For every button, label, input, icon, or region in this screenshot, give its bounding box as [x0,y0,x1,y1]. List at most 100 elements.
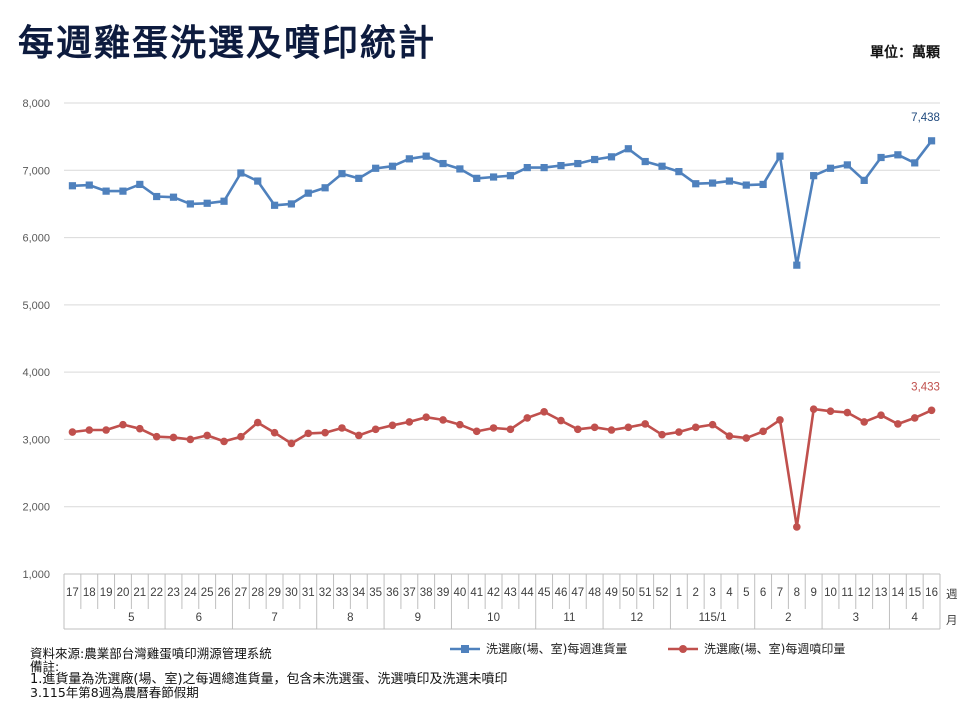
data-point [253,418,262,427]
data-point [304,189,312,197]
x-tick-label: 10 [824,587,837,599]
data-point [186,435,195,444]
data-labels: 7,438 3,433 [911,112,940,393]
source-note: 資料來源:農業部台灣雞蛋噴印溯源管理系統 [30,646,272,661]
data-point [624,423,633,432]
x-tick-label: 36 [386,587,399,599]
data-label-last: 7,438 [911,112,940,124]
data-point [574,159,582,168]
x-tick-label: 43 [504,587,517,599]
data-point [489,173,498,181]
x-tick-label: 22 [150,587,163,599]
data-point [270,201,279,209]
y-tick-label: 7,000 [22,165,50,177]
data-point [372,164,380,172]
data-point [439,159,447,168]
x-tick-label: 15 [908,587,921,599]
data-point [590,423,599,432]
y-axis: 1,000 2,000 3,000 4,000 5,000 6,000 7,000 8,000 [22,98,50,581]
data-point [68,182,77,190]
data-point [85,181,93,189]
data-point [237,432,245,441]
data-point [371,425,380,434]
x-tick-label: 13 [875,587,888,599]
y-tick-label: 3,000 [22,434,50,446]
data-point [523,163,531,172]
x-tick-label: 44 [521,587,534,599]
data-point [68,428,77,436]
data-point [220,437,228,446]
data-point [338,424,346,432]
data-point [270,428,279,437]
data-point [759,427,767,436]
data-point [877,153,885,162]
data-point [826,164,835,172]
data-point [692,180,700,188]
x-axis: 17 18 19 20 21 22 23 24 25 26 27 28 29 30 31 32 33 34 35 36… [63,574,958,630]
data-point [843,161,851,169]
data-point [591,155,599,164]
data-point [675,428,683,436]
x-tick-label: 14 [891,587,904,599]
chart-notes: 資料來源:農業部台灣雞蛋噴印溯源管理系統 備註: 1.進貨量為洗選廠(場、室)之… [30,647,508,699]
x-tick-label: 50 [622,587,635,599]
x-tick-label: 38 [420,587,433,599]
data-point [338,170,346,178]
x-group-label: 3 [853,612,859,624]
x-tick-label: 16 [925,587,938,599]
data-point [641,420,649,428]
data-point [624,145,632,153]
x-tick-label: 48 [588,587,601,599]
series-line [72,140,933,267]
data-point [540,163,548,172]
x-group-label: 6 [196,612,202,624]
data-point [742,434,751,442]
data-point [153,192,161,201]
legend-item-printed: 洗選廠(場、室)每週噴印量 [668,640,845,657]
x-tick-label: 30 [285,587,298,599]
x-tick-label: 29 [268,587,281,599]
x-tick-label: 37 [403,587,416,599]
data-point [405,155,413,163]
data-point [927,406,936,415]
data-point [810,172,818,180]
data-point [523,414,532,422]
data-point [489,424,498,432]
x-tick-label: 31 [302,587,315,599]
data-point [540,408,548,416]
page-title: 每週雞蛋洗選及噴印統計 [18,22,437,64]
x-group-label: 7 [271,612,277,624]
x-tick-label: 40 [453,587,466,599]
x-tick-label: 2 [693,587,699,599]
legend-label-printed: 洗選廠(場、室)每週噴印量 [704,642,846,656]
data-point [809,405,818,413]
data-point [927,137,936,145]
legend-item-intake: 洗選廠(場、室)每週進貨量 [450,640,627,657]
data-point [287,200,296,208]
series-line [72,407,933,529]
data-point [355,431,363,440]
x-tick-label: 21 [133,587,146,599]
data-point [102,426,110,434]
x-tick-label: 23 [167,587,180,599]
x-group-label: 11 [563,612,575,624]
data-point [607,426,616,434]
x-group-label: 10 [487,612,500,624]
x-tick-label: 49 [605,587,618,599]
y-tick-label: 6,000 [22,233,50,245]
data-point [675,168,683,176]
data-point [152,432,161,441]
data-point [422,413,430,422]
data-point [658,162,666,170]
y-tick-label: 2,000 [22,502,50,514]
data-point [708,179,717,187]
x-tick-label: 45 [538,587,551,599]
x-tick-label: 52 [656,587,669,599]
legend-square-marker-icon [450,644,480,653]
data-point [287,439,296,448]
data-point [691,423,700,432]
data-point [304,429,313,438]
x-tick-label: 33 [336,587,349,599]
note-3: 3.115年第8週為農曆春節假期 [30,685,199,700]
